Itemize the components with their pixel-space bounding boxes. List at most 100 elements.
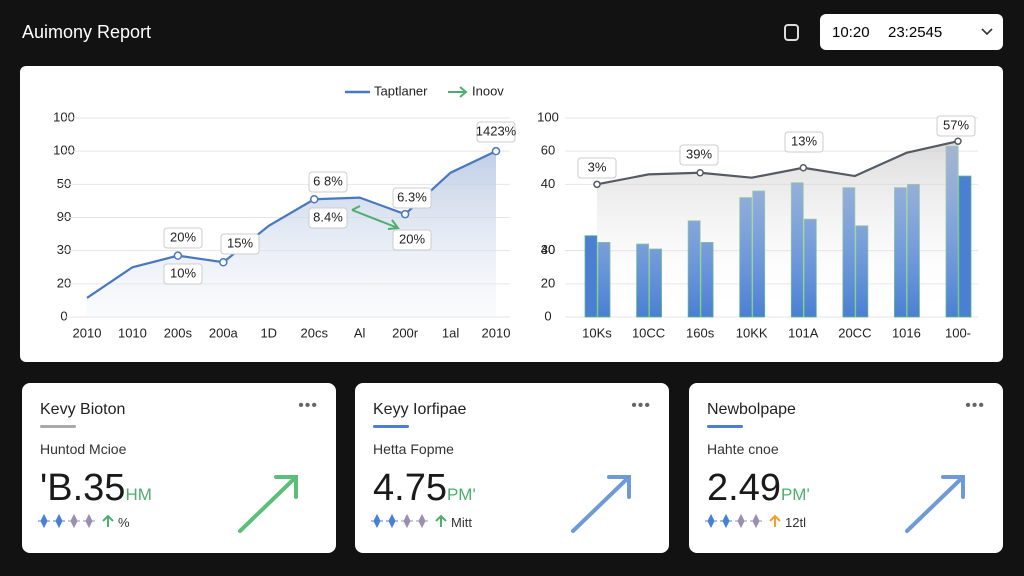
more-menu[interactable]: ••• bbox=[298, 397, 318, 414]
annotation: 15% bbox=[227, 235, 253, 250]
page-title: Auimony Report bbox=[22, 22, 152, 42]
x-tick-label: 160s bbox=[686, 325, 715, 340]
card-subtitle: Huntod Mcioe bbox=[40, 441, 127, 457]
x-tick-label: 10Ks bbox=[582, 325, 612, 340]
chevron bbox=[981, 28, 993, 36]
x-tick-label: 200r bbox=[392, 325, 419, 340]
annotation-box bbox=[308, 207, 348, 229]
annotation: 6.3% bbox=[397, 189, 427, 204]
point-marker bbox=[696, 168, 704, 177]
y-tick-label: 30 bbox=[57, 242, 71, 257]
y-tick-label: 100 bbox=[53, 143, 75, 158]
y-tick-label: 20 bbox=[541, 275, 555, 290]
annotation: 20% bbox=[170, 229, 196, 244]
x-tick-label: 10KK bbox=[736, 325, 768, 340]
card-subtitle: Hetta Fopme bbox=[373, 441, 454, 457]
bar bbox=[584, 235, 598, 318]
y-tick-label: 40 bbox=[541, 242, 555, 257]
annotation: 6 8% bbox=[313, 173, 343, 188]
annotation-box bbox=[308, 171, 348, 193]
x-tick-label: 1D bbox=[260, 325, 277, 340]
annotation: 13% bbox=[791, 133, 817, 148]
y-tick-label: 60 bbox=[541, 143, 555, 158]
y-tick-label: 100 bbox=[53, 109, 75, 124]
kpi-card: Keyy Iorfipae ••• Hetta Fopme 4.75PM' Mi… bbox=[355, 383, 669, 553]
point-marker bbox=[219, 258, 228, 267]
annotation: 8.4% bbox=[313, 209, 343, 224]
annotation: 3% bbox=[588, 159, 607, 174]
annotation-box bbox=[163, 227, 203, 249]
value-unit: HM bbox=[125, 485, 152, 504]
card-value: 4.75PM' bbox=[373, 467, 476, 510]
trend-icons bbox=[371, 513, 447, 529]
point-marker bbox=[593, 180, 601, 189]
value-unit: PM' bbox=[446, 485, 476, 504]
calendar-icon[interactable] bbox=[782, 22, 802, 42]
card-value: 'B.35HM bbox=[40, 467, 152, 510]
y-tick-label: 40 bbox=[541, 176, 555, 191]
point-marker bbox=[954, 137, 962, 145]
card-value: 2.49PM' bbox=[707, 467, 810, 510]
trend-arrow bbox=[351, 205, 400, 230]
card-note: % bbox=[118, 515, 130, 530]
card-subtitle: Hahte cnoe bbox=[707, 441, 779, 457]
annotation-box bbox=[392, 187, 432, 209]
value-text: 2.49 bbox=[707, 467, 781, 509]
point-marker bbox=[799, 164, 808, 172]
value-text: 'B.35 bbox=[40, 467, 126, 509]
x-tick-label: 1016 bbox=[892, 325, 921, 340]
trend-icons bbox=[705, 513, 781, 529]
legend-label: Inoov bbox=[472, 83, 504, 98]
y-tick-label: 50 bbox=[57, 176, 71, 191]
card-title: Newbolpape bbox=[707, 401, 796, 418]
annotation: 57% bbox=[943, 117, 969, 132]
x-tick-label: Al bbox=[354, 325, 366, 340]
annotation-box bbox=[220, 233, 260, 255]
card-title: Keyy Iorfipae bbox=[373, 401, 467, 418]
kpi-card: Newbolpape ••• Hahte cnoe 2.49PM' 12tl bbox=[689, 383, 1003, 553]
card-note: 12tl bbox=[785, 515, 806, 530]
x-tick-label: 100- bbox=[945, 325, 971, 340]
annotation-box bbox=[577, 157, 617, 179]
annotation-box bbox=[679, 144, 719, 166]
annotation: 39% bbox=[686, 146, 712, 161]
time-a: 10:20 bbox=[832, 24, 870, 41]
trend-arrow bbox=[238, 475, 298, 533]
value-unit: PM' bbox=[780, 485, 810, 504]
annotation-box bbox=[392, 229, 432, 251]
area bbox=[597, 141, 958, 317]
y-tick-label: 30 bbox=[541, 242, 555, 257]
x-tick-label: 1al bbox=[442, 325, 459, 340]
trend-arrow bbox=[905, 475, 965, 533]
title-underline bbox=[373, 425, 409, 428]
time-b: 23:2545 bbox=[888, 24, 943, 41]
title-underline bbox=[707, 425, 743, 428]
card-note: Mitt bbox=[451, 515, 472, 530]
x-tick-label: 2010 bbox=[482, 325, 511, 340]
y-tick-label: 0 bbox=[60, 308, 67, 323]
point-marker bbox=[491, 146, 501, 156]
y-tick-label: 0 bbox=[544, 308, 551, 323]
annotation-box bbox=[476, 121, 516, 143]
title-underline bbox=[40, 425, 76, 428]
x-tick-label: 200a bbox=[209, 325, 239, 340]
charts: 0 20 30 90 50 100 100 2010 1010 200s 200a 1D 20cs Al 2… bbox=[53, 83, 978, 340]
annotation: 20% bbox=[399, 231, 425, 246]
legend-arrow bbox=[448, 86, 468, 98]
more-menu[interactable]: ••• bbox=[631, 397, 651, 414]
y-tick-label: 90 bbox=[57, 209, 71, 224]
x-tick-label: 20CC bbox=[838, 325, 871, 340]
trend-arrow bbox=[571, 475, 631, 533]
area bbox=[87, 151, 496, 317]
kpi-card: Kevy Bioton ••• Huntod Mcioe 'B.35HM % bbox=[22, 383, 336, 553]
x-tick-label: 200s bbox=[164, 325, 193, 340]
more-menu[interactable]: ••• bbox=[965, 397, 985, 414]
y-tick-label: 100 bbox=[537, 109, 559, 124]
y-tick-label: 20 bbox=[57, 275, 71, 290]
legend-label: Taptlaner bbox=[374, 83, 428, 98]
trend-icons bbox=[38, 513, 114, 529]
value-text: 4.75 bbox=[373, 467, 447, 509]
time-select[interactable]: 10:20 23:2545 bbox=[820, 14, 1003, 50]
x-tick-label: 20cs bbox=[300, 325, 328, 340]
